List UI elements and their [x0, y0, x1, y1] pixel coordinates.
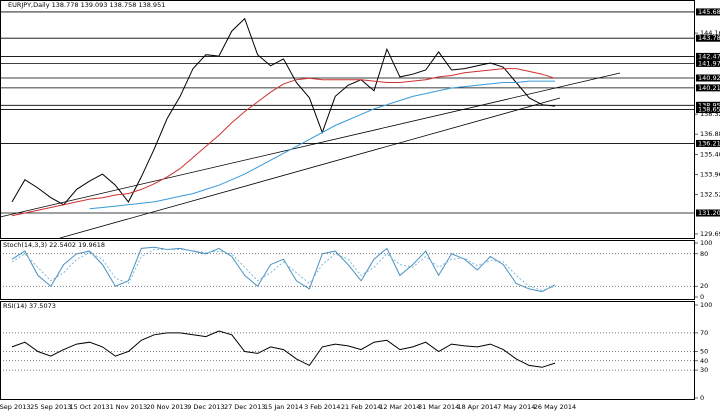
x-tick-label: 7 May 2014: [497, 403, 535, 411]
x-tick-label: 26 May 2014: [534, 403, 576, 411]
y-tick-label: 80: [700, 250, 708, 258]
level-label: 141.974: [698, 59, 720, 67]
level-label: 131.200: [698, 209, 720, 217]
x-tick-label: 18 Apr 2014: [457, 403, 497, 411]
series-line: [11, 17, 556, 206]
level-label-box: [696, 101, 720, 109]
y-tick-label: 0: [700, 394, 704, 402]
x-tick-label: 15 Oct 2013: [69, 403, 109, 411]
series-line: [11, 249, 556, 292]
rsi-title: RSI(14) 37.5073: [3, 302, 56, 310]
y-tick-label: 100: [700, 239, 712, 247]
level-label-box: [696, 8, 720, 16]
level-label-box: [696, 139, 720, 147]
x-tick-label: 1 Nov 2013: [110, 403, 148, 411]
x-tick-label: 31 Mar 2014: [418, 403, 459, 411]
level-label: 136.210: [698, 139, 720, 147]
y-tick-label: 144.160: [700, 29, 720, 37]
chart-title: EURJPY,Daily 138.778 139.093 138.758 138…: [8, 1, 165, 9]
stoch-panel-frame: [0, 240, 695, 300]
y-tick-label: 135.400: [700, 151, 720, 159]
level-label: 142.477: [698, 52, 720, 60]
y-tick-label: 40: [700, 357, 708, 365]
x-tick-label: 5 Sep 2013: [0, 403, 31, 411]
x-tick-label: 9 Dec 2013: [187, 403, 224, 411]
y-tick-label: 133.960: [700, 171, 720, 179]
series-line: [11, 330, 556, 368]
level-label-box: [696, 52, 720, 60]
level-label-box: [696, 84, 720, 92]
y-tick-label: 138.320: [700, 110, 720, 118]
rsi-panel-frame: [0, 301, 695, 400]
level-label: 140.923: [698, 74, 720, 82]
y-tick-label: 129.690: [700, 230, 720, 238]
level-label-box: [696, 34, 720, 42]
level-label: 140.213: [698, 84, 720, 92]
x-tick-label: 20 Nov 2013: [146, 403, 188, 411]
level-label: 143.789: [698, 34, 720, 42]
series-line: [89, 80, 555, 210]
series-line: [11, 246, 556, 293]
trendline: [59, 97, 561, 239]
level-label-box: [696, 106, 720, 114]
y-tick-label: 30: [700, 366, 708, 374]
main-panel-frame: [0, 0, 695, 239]
x-tick-label: 15 Jan 2014: [264, 403, 303, 411]
x-tick-label: 25 Sep 2013: [30, 403, 71, 411]
y-tick-label: 136.880: [700, 130, 720, 138]
y-tick-label: 0: [700, 293, 704, 301]
level-label-box: [696, 209, 720, 217]
level-label-box: [696, 59, 720, 67]
level-label-box: [696, 74, 720, 82]
stoch-title: Stoch(14,3,3) 22.5402 19.9618: [3, 241, 105, 249]
y-tick-label: 50: [700, 348, 708, 356]
x-tick-label: 3 Feb 2014: [304, 403, 340, 411]
y-tick-label: 100: [700, 301, 712, 309]
y-tick-label: 20: [700, 282, 708, 290]
level-label: 145.680: [698, 8, 720, 16]
x-tick-label: 12 Mar 2014: [379, 403, 420, 411]
trendline: [0, 72, 621, 218]
series-line: [11, 68, 556, 217]
x-tick-label: 21 Feb 2014: [341, 403, 381, 411]
level-label: 138.957: [698, 101, 720, 109]
x-tick-label: 27 Dec 2013: [224, 403, 266, 411]
level-label: 138.651: [698, 106, 720, 114]
y-tick-label: 70: [700, 329, 708, 337]
y-tick-label: 132.520: [700, 191, 720, 199]
